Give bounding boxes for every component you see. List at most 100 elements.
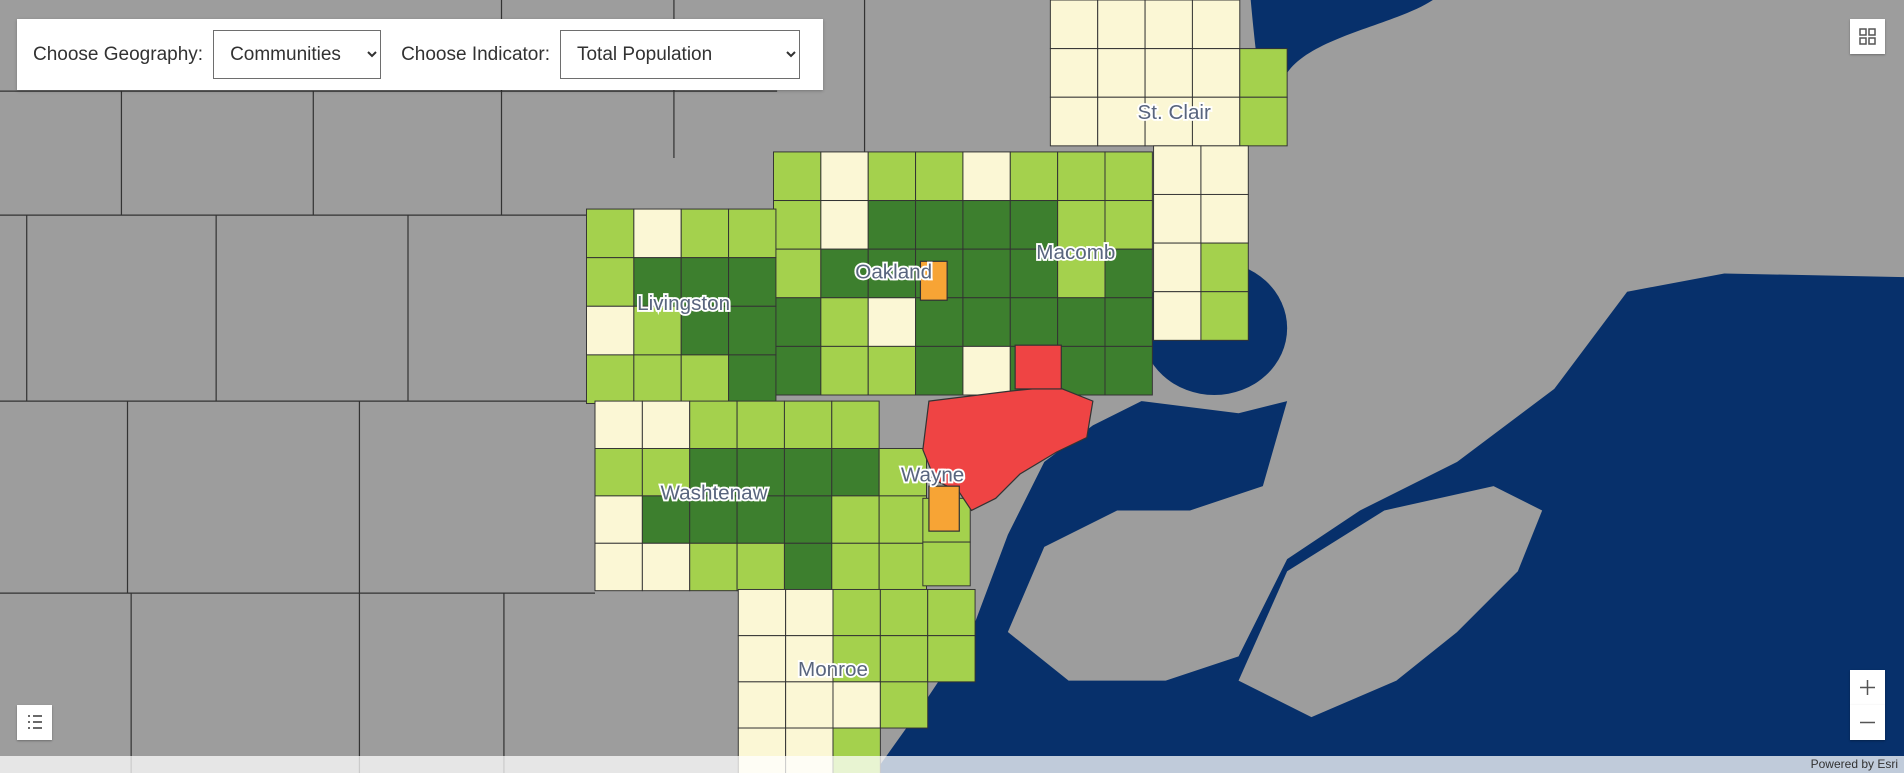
- legend-button[interactable]: [17, 705, 52, 740]
- community: [1239, 96, 1288, 147]
- community: [633, 305, 682, 356]
- community: [915, 151, 964, 202]
- community: [1049, 0, 1099, 50]
- community: [641, 542, 691, 592]
- community: [785, 635, 834, 683]
- geography-label: Choose Geography:: [33, 43, 204, 65]
- community: [820, 297, 869, 347]
- community: [831, 495, 880, 544]
- community: [919, 260, 948, 301]
- community: [1191, 48, 1241, 98]
- community: [928, 485, 960, 532]
- community: [832, 588, 881, 637]
- community: [867, 345, 917, 396]
- community: [1200, 193, 1249, 244]
- community: [831, 542, 880, 592]
- community: [1057, 151, 1106, 202]
- community: [1104, 151, 1153, 202]
- lake-huron: [1250, 0, 1433, 102]
- community: [962, 151, 1011, 202]
- community: [1009, 151, 1059, 202]
- community: [1144, 48, 1193, 98]
- grid-icon: [1859, 28, 1876, 45]
- community: [1097, 48, 1146, 98]
- community: [641, 447, 691, 497]
- community: [785, 588, 834, 637]
- geography-select[interactable]: Communities: [213, 30, 382, 79]
- zoom-in-button[interactable]: [1850, 670, 1885, 705]
- community: [783, 447, 833, 497]
- community: [879, 588, 929, 637]
- community: [641, 400, 691, 449]
- community: [594, 447, 643, 497]
- community: [783, 400, 833, 449]
- community: [879, 681, 929, 729]
- community: [927, 588, 976, 637]
- community: [832, 635, 881, 683]
- community: [1239, 48, 1288, 98]
- community: [773, 200, 822, 250]
- community: [586, 208, 635, 259]
- community: [783, 542, 833, 592]
- community: [1104, 297, 1153, 347]
- list-icon: [28, 715, 42, 729]
- community: [878, 542, 927, 592]
- community: [1104, 200, 1153, 250]
- community: [680, 208, 730, 259]
- community: [785, 681, 834, 729]
- community: [737, 588, 787, 637]
- community: [878, 495, 927, 544]
- basemap-button[interactable]: [1850, 19, 1885, 54]
- minus-icon: [1860, 721, 1875, 724]
- community: [867, 151, 917, 202]
- community: [737, 635, 787, 683]
- community: [728, 208, 777, 259]
- community: [879, 635, 929, 683]
- community: [1104, 345, 1153, 396]
- community: [1097, 0, 1146, 50]
- community: [737, 681, 787, 729]
- community: [773, 248, 822, 299]
- community: [915, 200, 964, 250]
- community: [1153, 291, 1202, 341]
- community: [1200, 242, 1249, 293]
- community: [728, 257, 777, 307]
- community: [1049, 48, 1099, 98]
- community: [1200, 145, 1249, 195]
- indicator-select[interactable]: Total Population: [559, 30, 800, 79]
- attribution: Powered by Esri: [0, 756, 1904, 773]
- community: [962, 297, 1011, 347]
- community: [820, 151, 869, 202]
- community: [586, 354, 635, 405]
- community: [773, 151, 822, 202]
- community: [736, 542, 785, 592]
- community: [915, 345, 964, 396]
- community: [773, 297, 822, 347]
- community: [1057, 248, 1106, 299]
- community: [680, 354, 730, 405]
- community: [633, 354, 682, 405]
- community: [831, 400, 880, 449]
- county-label: Wayne: [901, 463, 964, 486]
- county-outlines: [0, 0, 866, 773]
- community: [831, 447, 880, 497]
- community: [867, 248, 917, 299]
- community: [820, 345, 869, 396]
- county-label: Oakland: [855, 260, 932, 283]
- community: [586, 305, 635, 356]
- community: [915, 297, 964, 347]
- community: [922, 541, 971, 587]
- controls-panel: Choose Geography: Communities Choose Ind…: [17, 19, 823, 90]
- community: [689, 542, 738, 592]
- community: [962, 345, 1011, 396]
- community: [736, 400, 785, 449]
- county-label: Monroe: [798, 658, 868, 681]
- indicator-label: Choose Indicator:: [401, 43, 550, 65]
- community: [1191, 96, 1241, 147]
- zoom-out-button[interactable]: [1850, 705, 1885, 740]
- community: [728, 305, 777, 356]
- community: [1144, 0, 1193, 50]
- community: [633, 208, 682, 259]
